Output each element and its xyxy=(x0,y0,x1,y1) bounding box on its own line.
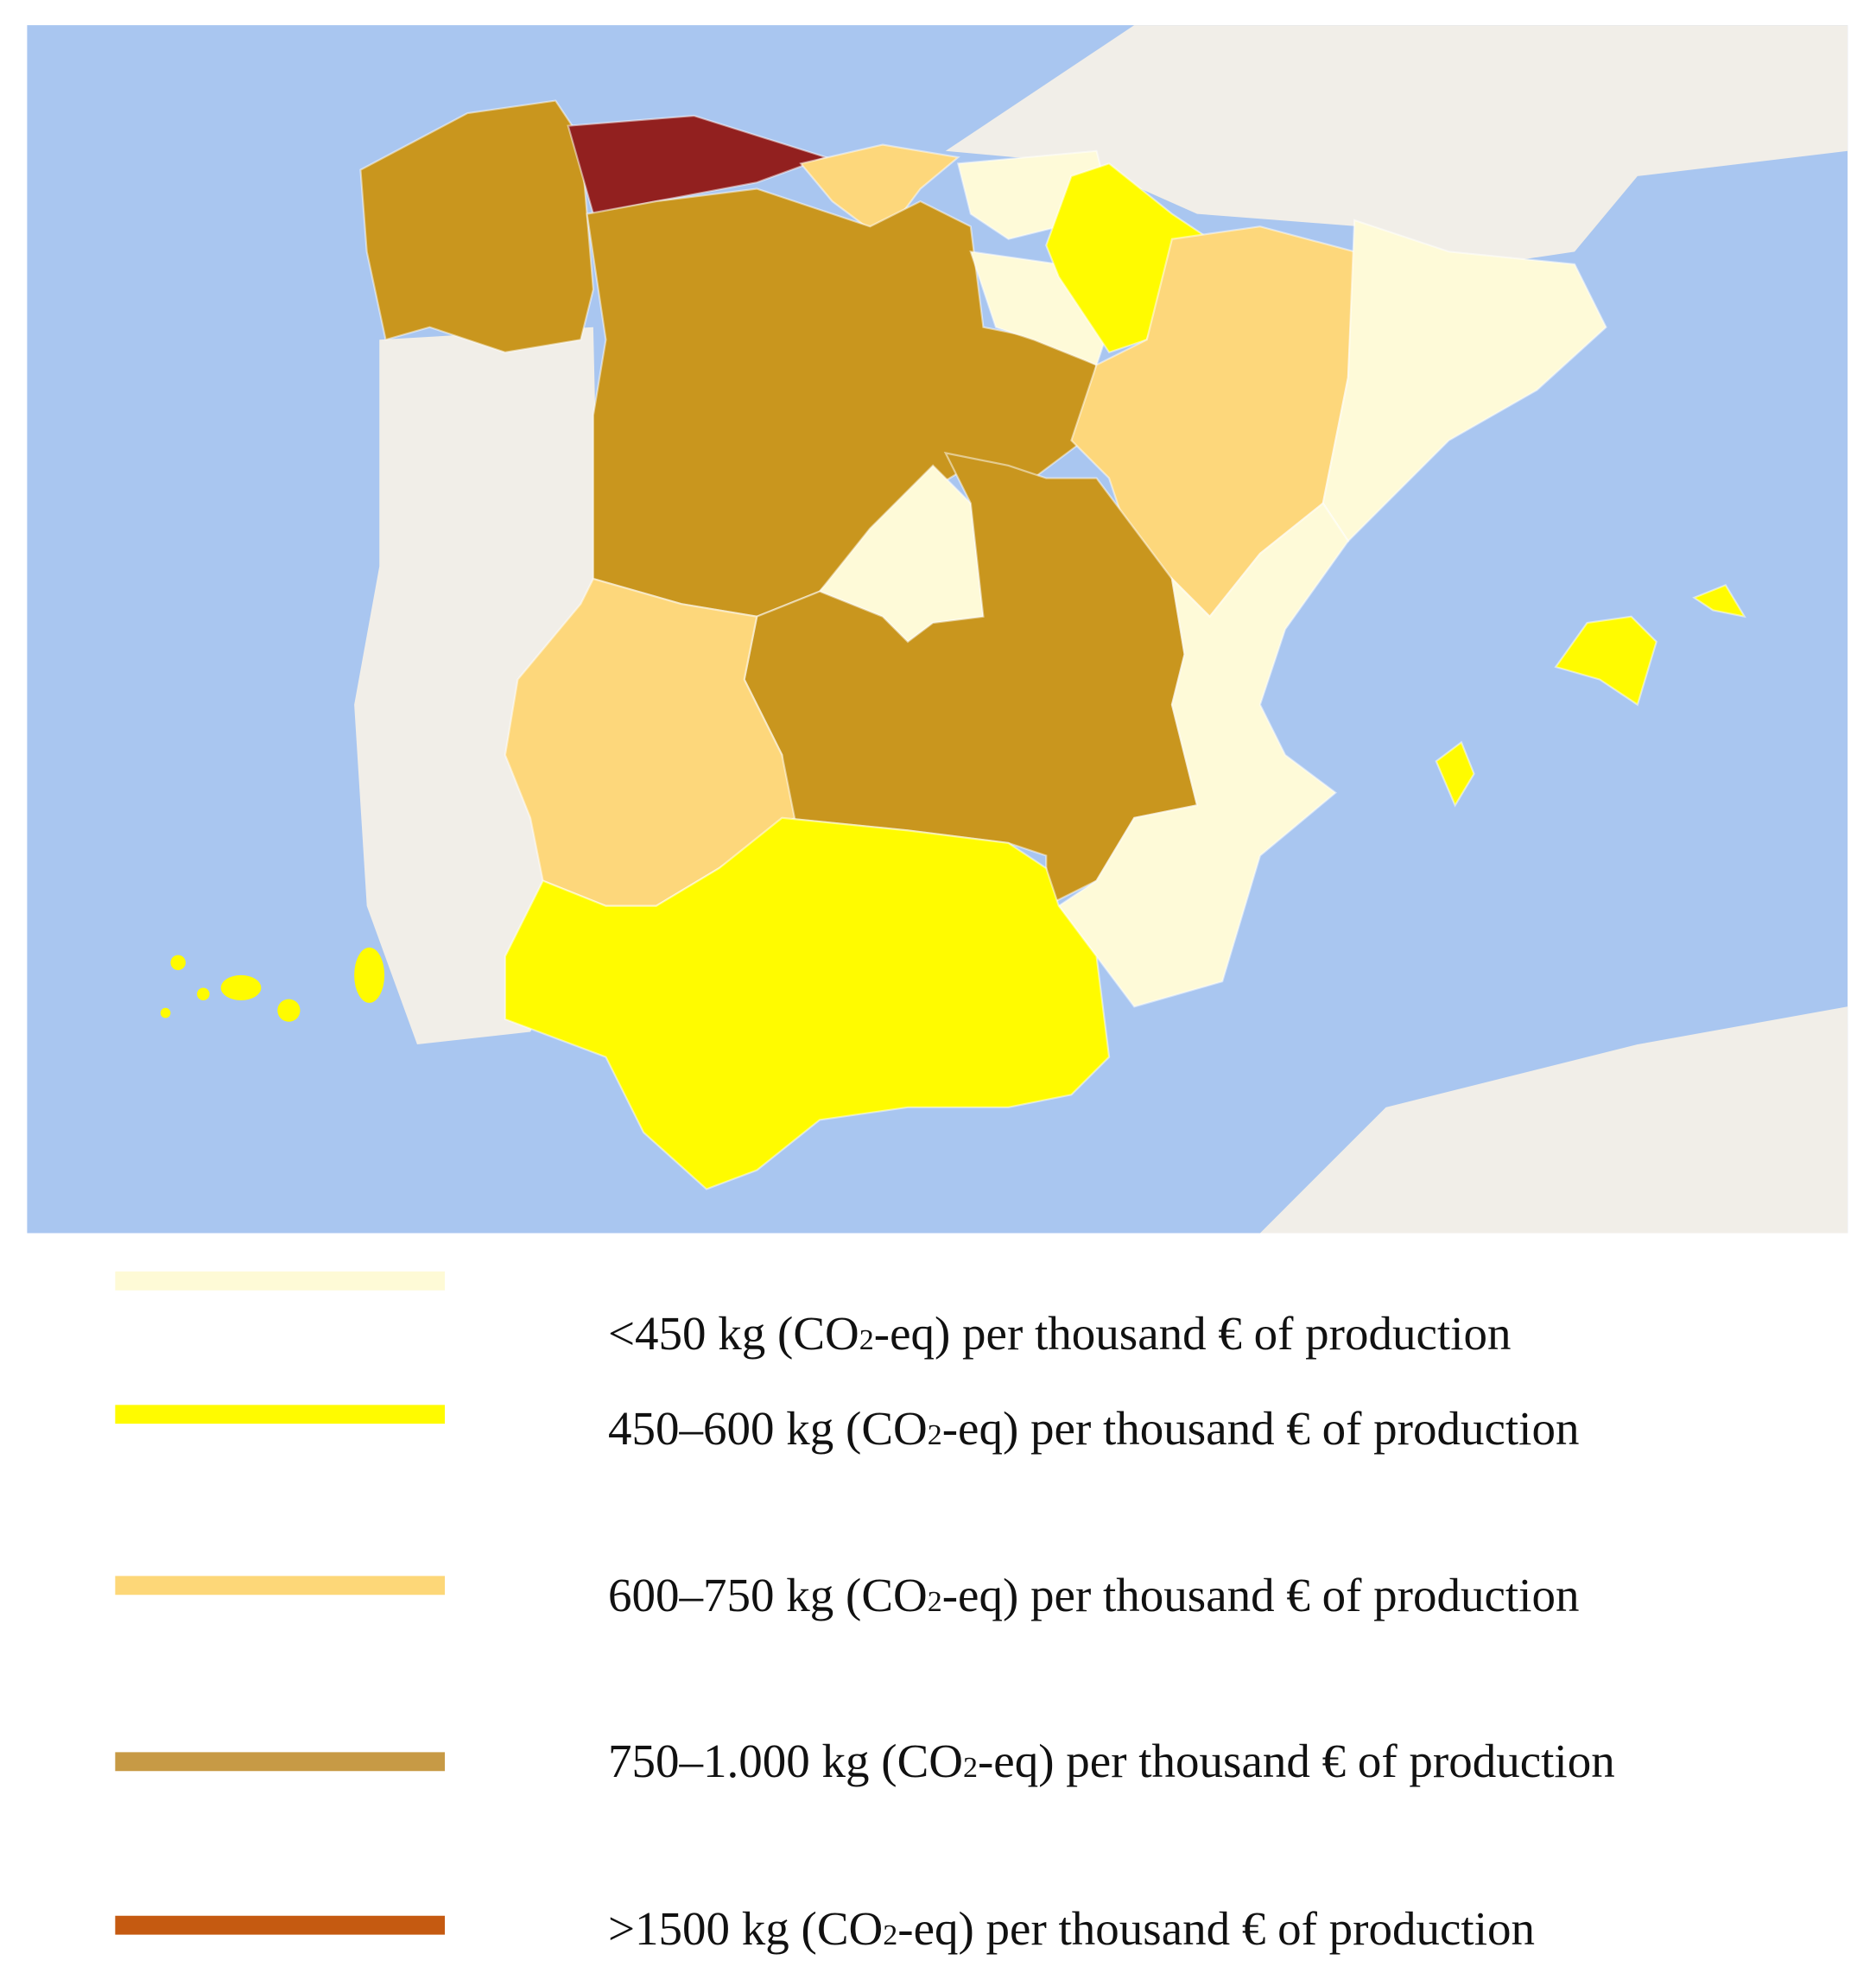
legend-label-part: 2 xyxy=(927,1586,942,1618)
galicia xyxy=(359,99,594,353)
mallorca xyxy=(1554,615,1657,707)
extremadura xyxy=(504,577,796,907)
legend-label-part: -eq) per thousand € of production xyxy=(977,1735,1615,1787)
legend-label-part: <450 kg (CO xyxy=(608,1307,859,1360)
legend-swatches xyxy=(115,1271,445,1935)
legend-label-part: 750–1.000 kg (CO xyxy=(608,1735,963,1787)
legend-label-part: -eq) per thousand € of production xyxy=(941,1569,1580,1621)
island xyxy=(277,999,301,1022)
island xyxy=(197,987,210,1001)
legend-label-part: 600–750 kg (CO xyxy=(608,1569,928,1621)
island xyxy=(170,955,186,971)
legend-label-part: 2 xyxy=(859,1324,874,1356)
legend-label: >1500 kg (CO2-eq) per thousand € of prod… xyxy=(608,1893,1636,1971)
legend-label-part: -eq) per thousand € of production xyxy=(941,1402,1580,1455)
legend-label-part: 450–600 kg (CO xyxy=(608,1402,928,1455)
regions xyxy=(359,99,1746,1190)
legend-label-part: 2 xyxy=(883,1919,898,1951)
legend-label-part: -eq) per thousand € of production xyxy=(897,1902,1535,1955)
legend-label-part: 2 xyxy=(962,1752,978,1784)
catalonia xyxy=(1321,219,1607,543)
cantabria xyxy=(799,143,960,241)
valencia-murcia xyxy=(1057,502,1350,1008)
island xyxy=(220,974,262,1001)
menorca xyxy=(1692,583,1746,619)
legend-label: 450–600 kg (CO2-eq) per thousand € of pr… xyxy=(608,1393,1636,1471)
canary-islands xyxy=(160,947,385,1022)
legend-label-part: 2 xyxy=(927,1419,942,1451)
legend-label-part: -eq) per thousand € of production xyxy=(873,1307,1512,1360)
africa xyxy=(1259,1006,1848,1234)
island xyxy=(160,1007,171,1018)
france xyxy=(945,25,1848,271)
legend-label: <450 kg (CO2-eq) per thousand € of produ… xyxy=(608,1297,1636,1376)
island xyxy=(354,947,385,1003)
andalusia xyxy=(504,816,1111,1190)
legend-label-part: >1500 kg (CO xyxy=(608,1902,884,1955)
legend-label: 600–750 kg (CO2-eq) per thousand € of pr… xyxy=(608,1559,1636,1638)
legend-label: 750–1.000 kg (CO2-eq) per thousand € of … xyxy=(608,1725,1636,1804)
ibiza xyxy=(1435,740,1475,808)
